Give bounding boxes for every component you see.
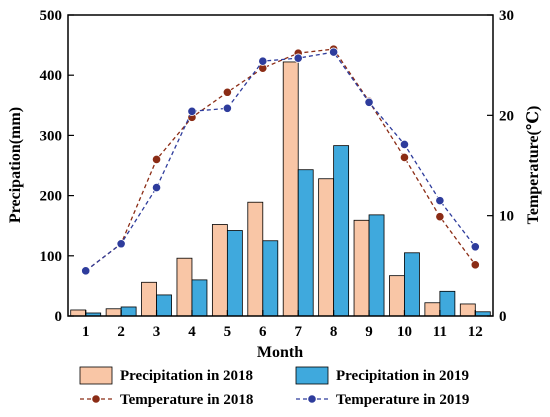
bar-2018-month-7 (282, 61, 299, 317)
y-tick-label: 200 (40, 189, 63, 205)
bar-2018-month-11 (424, 302, 441, 317)
y2-tick-label: 20 (499, 108, 514, 124)
line-layer (81, 44, 480, 276)
bar-2019-month-9 (368, 214, 385, 317)
bar-2018-month-1 (70, 309, 87, 317)
temperature-point-2018-month-5 (222, 87, 232, 97)
temperature-line-2018 (85, 48, 476, 272)
x-tick-label: 2 (117, 324, 125, 340)
temperature-point-2019-month-7 (293, 53, 303, 63)
bar-2018-month-8 (318, 178, 335, 317)
legend-label-precipitation-in-2019: Precipitation in 2019 (336, 368, 469, 384)
bar-2019-month-6 (262, 240, 279, 317)
bar-2019-month-10 (404, 252, 420, 317)
y-tick-label: 0 (55, 309, 63, 325)
bar-2018-month-6 (247, 201, 264, 317)
x-tick-label: 12 (468, 324, 483, 340)
x-tick-label: 10 (397, 324, 412, 340)
legend: Precipitation in 2018 Precipitation in 20… (79, 366, 469, 408)
bar-2018-month-12 (459, 303, 476, 317)
x-tick-label: 6 (259, 324, 267, 340)
bar-2019-month-8 (333, 145, 350, 317)
legend-swatch-precipitation-in-2018 (79, 366, 113, 385)
temperature-point-2019-month-5 (222, 103, 232, 113)
legend-label-temperature-in-2019: Temperature in 2019 (336, 392, 469, 408)
y2-axis-title: Temperature(℃) (525, 106, 542, 225)
y-tick-label: 500 (40, 8, 63, 24)
x-tick-label: 1 (82, 324, 90, 340)
bar-2018-month-2 (105, 308, 122, 317)
bar-2019-month-2 (120, 306, 137, 317)
x-tick-label: 3 (153, 324, 161, 340)
y-tick-label: 100 (40, 249, 63, 265)
y-axis-title: Precipation(mm) (7, 107, 24, 223)
temperature-point-2018-month-10 (399, 152, 410, 163)
plot-frame (67, 14, 494, 317)
bar-layer (70, 61, 491, 317)
bar-2019-month-7 (297, 169, 314, 317)
y2-tick-label: 10 (499, 209, 514, 225)
temperature-line-2019 (85, 51, 476, 272)
temperature-point-2019-month-4 (187, 106, 197, 116)
bar-2018-month-9 (353, 219, 370, 317)
y2-tick-label: 0 (499, 309, 507, 325)
x-tick-label: 9 (365, 324, 373, 340)
bar-2019-month-3 (156, 294, 172, 317)
x-tick-label: 7 (294, 324, 302, 340)
legend-label-precipitation-in-2018: Precipitation in 2018 (120, 368, 253, 384)
bar-2019-month-5 (226, 230, 243, 317)
temperature-point-2019-month-12 (470, 242, 480, 252)
temperature-point-2019-month-1 (81, 266, 91, 276)
x-tick-label: 11 (433, 324, 447, 340)
x-tick-label: 5 (224, 324, 232, 340)
temperature-point-2019-month-10 (399, 139, 410, 150)
temperature-point-2019-month-8 (329, 47, 339, 57)
bar-2019-month-4 (191, 279, 208, 317)
bar-2018-month-4 (176, 257, 193, 317)
temperature-point-2019-month-2 (116, 239, 126, 249)
temperature-point-2018-month-11 (435, 212, 445, 222)
temperature-point-2019-month-3 (151, 182, 162, 193)
legend-label-temperature-in-2018: Temperature in 2018 (120, 392, 253, 408)
y2-tick-label: 30 (499, 8, 514, 24)
x-tick-label: 8 (330, 324, 338, 340)
y-tick-label: 400 (40, 68, 63, 84)
y-tick-label: 300 (40, 128, 63, 144)
temperature-point-2019-month-9 (364, 97, 374, 107)
legend-marker-temperature-in-2018 (91, 394, 101, 404)
legend-marker-temperature-in-2019 (307, 394, 317, 404)
bar-2018-month-3 (141, 281, 157, 317)
bar-2018-month-10 (389, 275, 405, 317)
x-tick-label: 4 (188, 324, 196, 340)
temperature-point-2019-month-11 (435, 196, 445, 206)
x-axis-title: Month (257, 344, 303, 361)
temperature-point-2018-month-3 (151, 154, 162, 165)
temperature-point-2018-month-12 (470, 260, 480, 270)
legend-swatch-precipitation-in-2019 (295, 366, 329, 385)
bar-2018-month-5 (211, 224, 228, 317)
bar-2019-month-11 (439, 290, 456, 317)
temperature-point-2019-month-6 (258, 56, 268, 66)
